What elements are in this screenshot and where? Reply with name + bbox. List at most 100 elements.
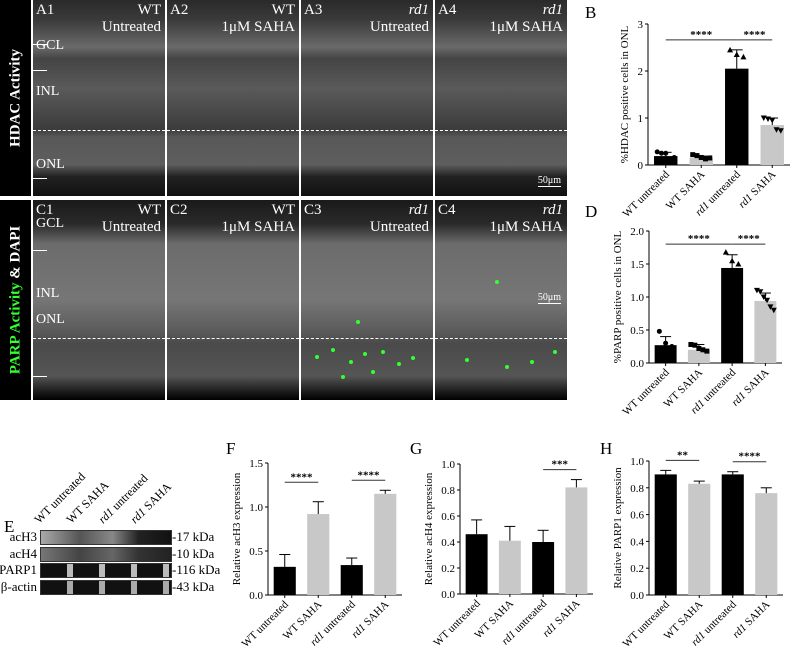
micrograph-c4: C4 rd1 1μM SAHA 50μm [435, 200, 567, 400]
row-label-parp: PARP Activity & DAPI [0, 200, 31, 400]
bar-wt-saha [689, 157, 713, 165]
significance-label: **** [744, 29, 767, 41]
data-point [671, 154, 677, 160]
data-point [663, 340, 669, 346]
parp-positive-cell [465, 358, 469, 362]
y-tick-label: 0.2 [630, 563, 644, 575]
band-label: acH3 [9, 529, 37, 544]
inl-onl-boundary [301, 338, 433, 339]
y-tick-label: 2.0 [630, 226, 644, 238]
bar-rd1-saha [374, 493, 397, 595]
data-point [663, 150, 669, 156]
treatment-label: 1μM SAHA [221, 219, 295, 235]
genotype-label: WT [137, 202, 161, 218]
significance-label: **** [688, 233, 711, 245]
y-tick-label: 1 [638, 113, 644, 125]
y-axis-label: %PARP positive cells in ONL [612, 231, 624, 364]
panel-letter: G [410, 439, 422, 458]
panel-letter: F [226, 439, 235, 458]
bar-wt-untreated [273, 566, 296, 595]
panel-label: C3 [304, 202, 322, 218]
data-point [722, 249, 729, 255]
blot-strip [40, 563, 172, 578]
data-point [669, 344, 675, 349]
data-point [703, 156, 709, 162]
treatment-label: 1μM SAHA [489, 219, 563, 235]
data-point [757, 289, 764, 295]
data-point [769, 117, 776, 124]
y-tick-label: 0.5 [630, 325, 644, 337]
y-tick-label: 2 [638, 66, 644, 78]
layer-label: ONL [36, 312, 65, 327]
row-label-hdac: HDAC Activity [0, 0, 31, 196]
molecular-weight-label: -17 kDa [172, 529, 215, 544]
panel-label: A3 [304, 2, 323, 18]
micrograph-a2: A2 WT 1μM SAHA [167, 0, 299, 196]
parp-positive-cell [331, 348, 335, 352]
data-point [760, 115, 767, 121]
parp-positive-cell [356, 320, 360, 324]
bar-rd1-untreated [721, 267, 744, 363]
scale-bar: 50μm [537, 292, 561, 303]
bar-wt-saha [307, 514, 330, 595]
y-axis-label: Relative acH3 expression [231, 472, 243, 585]
bar-wt-untreated [465, 534, 488, 594]
condition-label: rd1 1μM SAHA [490, 2, 563, 36]
band-label: PARP1 [0, 562, 37, 577]
data-point [733, 51, 740, 58]
significance-label: **** [738, 233, 761, 245]
layer-label: GCL [36, 38, 64, 53]
bar-rd1-untreated [725, 68, 749, 165]
x-tick-label: WT untreated [621, 598, 673, 650]
band-label: β-actin [0, 579, 37, 594]
data-point [777, 128, 784, 134]
inl-onl-boundary [33, 130, 165, 131]
inl-onl-boundary [33, 338, 165, 339]
y-tick-label: 1.0 [630, 456, 644, 468]
parp-positive-cell [371, 370, 375, 374]
y-axis-label: %HDAC positive cells in ONL [619, 25, 631, 163]
parp-positive-cell [315, 355, 319, 359]
panel-label: A2 [170, 2, 189, 18]
y-tick-label: 1.0 [441, 459, 455, 471]
y-tick-label: 1.5 [249, 458, 263, 470]
micrograph-a1: A1 WT Untreated GCL INL ONL [33, 0, 165, 196]
panel-label: C1 [36, 202, 54, 218]
data-point [764, 297, 771, 304]
data-point [690, 152, 696, 158]
treatment-label: Untreated [101, 19, 161, 35]
data-point [740, 53, 747, 60]
condition-label: WT 1μM SAHA [222, 202, 295, 236]
inl-onl-boundary [435, 130, 567, 131]
layer-tick [33, 44, 47, 45]
data-point [770, 307, 777, 314]
parp-positive-cell [363, 352, 367, 356]
inl-onl-boundary [301, 130, 433, 131]
significance-label: **** [291, 471, 314, 483]
kda-value: 116 kDa [176, 562, 221, 577]
bar-rd1-untreated [532, 542, 555, 594]
layer-label: INL [36, 286, 60, 301]
bar-rd1-untreated [340, 565, 363, 595]
micrograph-a4: A4 rd1 1μM SAHA 50μm [435, 0, 567, 196]
genotype-label: rd1 [542, 202, 563, 218]
band-label: acH4 [9, 546, 37, 561]
y-tick-label: 0.0 [249, 590, 263, 602]
blot-strip [40, 580, 172, 595]
data-point [735, 261, 742, 267]
panel-letter: H [600, 439, 612, 458]
y-tick-label: 0.4 [630, 536, 644, 548]
y-tick-label: 1.5 [630, 259, 644, 271]
data-point [698, 154, 704, 160]
layer-label: INL [36, 84, 60, 99]
data-point [727, 46, 734, 53]
x-tick-label: WT untreated [621, 168, 673, 220]
bar-rd1-saha [565, 487, 588, 594]
bar-wt-saha [688, 483, 711, 595]
genotype-label: WT [271, 2, 295, 18]
scale-bar: 50μm [537, 175, 561, 186]
molecular-weight-label: -43 kDa [172, 579, 215, 594]
inl-onl-boundary [167, 338, 299, 339]
